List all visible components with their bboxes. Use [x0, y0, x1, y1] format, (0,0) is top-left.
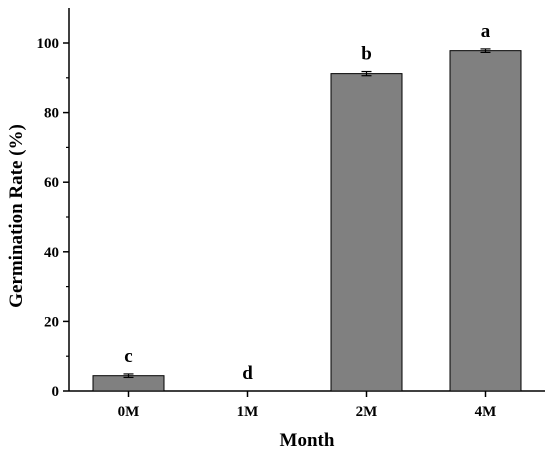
- x-tick-label: 1M: [237, 404, 259, 420]
- bar-4M: [449, 50, 522, 392]
- y-tick-label: 60: [44, 175, 59, 191]
- y-tick-label: 80: [44, 106, 59, 122]
- y-axis-title: Germination Rate (%): [6, 124, 27, 308]
- significance-label-1M: d: [242, 363, 253, 384]
- significance-label-2M: b: [361, 44, 372, 65]
- x-tick-label: 4M: [475, 404, 497, 420]
- plot-area: 0 20 40 60 80 100 0M c 1M d 2M b 4M a: [37, 8, 545, 420]
- x-axis-title: Month: [280, 430, 335, 451]
- y-tick-label: 100: [37, 36, 60, 52]
- x-tick-label: 0M: [118, 404, 140, 420]
- significance-label-0M: c: [124, 346, 132, 367]
- y-tick-label: 20: [44, 314, 59, 330]
- bar-2M: [330, 73, 403, 392]
- y-tick-label: 40: [44, 245, 59, 261]
- y-tick-label: 0: [52, 384, 60, 400]
- x-tick-label: 2M: [356, 404, 378, 420]
- significance-label-4M: a: [481, 21, 491, 42]
